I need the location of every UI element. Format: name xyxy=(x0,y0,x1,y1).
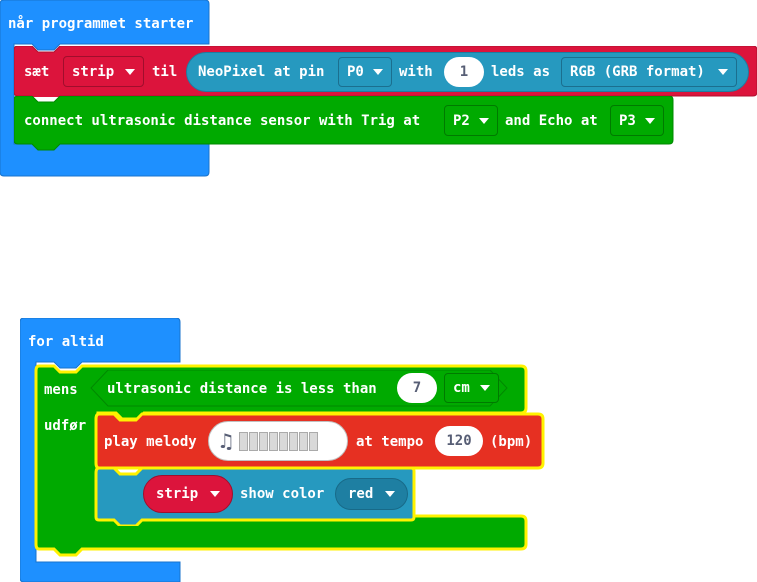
melody-note-cell xyxy=(269,432,278,451)
melody-note-cells xyxy=(239,432,318,451)
melody-note-cell xyxy=(279,432,288,451)
show-color-label: show color xyxy=(240,486,325,502)
forever-label: for altid xyxy=(28,334,104,350)
unit-dropdown-value: cm xyxy=(453,380,470,396)
unit-dropdown[interactable]: cm xyxy=(444,373,499,403)
bpm-label: (bpm) xyxy=(490,434,533,450)
chevron-down-icon xyxy=(479,117,489,124)
neopixel-text-with: with xyxy=(399,64,433,80)
trig-pin-dropdown-value: P2 xyxy=(453,112,470,129)
music-note-icon: ♫ xyxy=(217,429,235,453)
distance-condition-block[interactable]: ultrasonic distance is less than 7 cm xyxy=(90,370,508,407)
sonar-connect-block-shape xyxy=(14,96,674,151)
echo-pin-dropdown[interactable]: P3 xyxy=(610,105,664,136)
led-mode-dropdown-value: RGB (GRB format) xyxy=(570,64,705,80)
set-keyword: sæt xyxy=(24,64,50,80)
trig-pin-dropdown[interactable]: P2 xyxy=(444,105,498,136)
melody-note-cell xyxy=(239,432,248,451)
sonar-connect-block[interactable]: connect ultrasonic distance sensor with … xyxy=(14,96,674,151)
melody-note-cell xyxy=(309,432,318,451)
chevron-down-icon xyxy=(480,385,490,391)
echo-pin-dropdown-value: P3 xyxy=(619,112,636,129)
tempo-input[interactable]: 120 xyxy=(435,426,483,456)
melody-note-cell xyxy=(299,432,308,451)
pin-dropdown[interactable]: P0 xyxy=(338,57,392,87)
set-variable-block[interactable]: sæt strip til NeoPixel at pin P0 with 1 … xyxy=(14,46,757,97)
led-count-input[interactable]: 1 xyxy=(444,57,484,87)
pin-dropdown-value: P0 xyxy=(347,64,364,80)
distance-value-input[interactable]: 7 xyxy=(397,373,437,403)
tempo-label: at tempo xyxy=(356,434,424,450)
on-start-label: når programmet starter xyxy=(8,16,194,32)
sonar-connect-text-trig: connect ultrasonic distance sensor with … xyxy=(24,113,421,129)
on-start-block[interactable]: når programmet starter xyxy=(0,0,210,177)
led-mode-dropdown[interactable]: RGB (GRB format) xyxy=(561,57,737,87)
melody-note-cell xyxy=(289,432,298,451)
while-block[interactable]: mens udfør ultrasonic distance is less t… xyxy=(34,364,545,560)
melody-note-cell xyxy=(259,432,268,451)
melody-field[interactable]: ♫ xyxy=(208,421,348,461)
neopixel-create-block[interactable]: NeoPixel at pin P0 with 1 leds as RGB (G… xyxy=(186,52,749,92)
to-label: til xyxy=(152,64,178,80)
play-melody-block[interactable]: play melody ♫ at tempo 120 (bpm) xyxy=(94,412,546,472)
show-color-block[interactable]: strip show color red xyxy=(94,466,418,526)
strip-variable-dropdown[interactable]: strip xyxy=(143,475,233,513)
forever-block-shape xyxy=(20,318,181,582)
chevron-down-icon xyxy=(125,68,135,75)
chevron-down-icon xyxy=(718,69,728,75)
condition-text: ultrasonic distance is less than xyxy=(107,381,377,397)
strip-variable-value: strip xyxy=(156,486,199,502)
forever-block[interactable]: for altid xyxy=(20,318,182,582)
neopixel-text-leds-as: leds as xyxy=(491,64,551,80)
color-dropdown-value: red xyxy=(348,486,374,502)
chevron-down-icon xyxy=(210,491,220,497)
chevron-down-icon xyxy=(385,491,395,497)
play-melody-label: play melody xyxy=(104,434,197,450)
chevron-down-icon xyxy=(373,69,383,75)
variable-dropdown[interactable]: strip xyxy=(63,56,144,87)
melody-note-cell xyxy=(249,432,258,451)
on-start-block-shape xyxy=(0,0,210,177)
color-dropdown[interactable]: red xyxy=(335,478,408,510)
neopixel-text-pin: NeoPixel at pin xyxy=(198,64,325,80)
do-label: udfør xyxy=(44,418,87,434)
sonar-connect-text-echo: and Echo at xyxy=(505,113,598,129)
chevron-down-icon xyxy=(645,117,655,124)
variable-dropdown-value: strip xyxy=(72,63,115,80)
while-keyword: mens xyxy=(44,382,78,398)
